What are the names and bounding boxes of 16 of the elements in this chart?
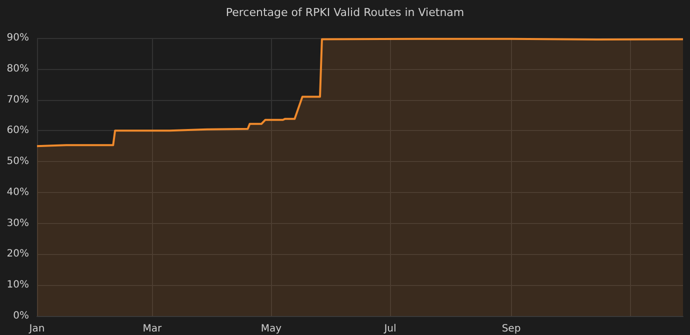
y-tick-label: 30% [6, 218, 29, 229]
x-tick-label: Mar [142, 324, 162, 334]
y-tick-label: 10% [6, 280, 29, 291]
x-tick-label: Sep [502, 324, 521, 334]
y-tick-label: 90% [6, 32, 29, 44]
x-tick-label: May [260, 324, 282, 334]
y-tick-label: 20% [6, 248, 29, 260]
x-tick-label: Jan [28, 324, 45, 334]
y-tick-label: 70% [6, 94, 29, 106]
y-tick-label: 60% [6, 125, 29, 136]
x-tick-label: Jul [383, 324, 396, 334]
y-tick-label: 0% [13, 310, 29, 322]
y-tick-label: 40% [6, 186, 29, 198]
y-tick-label: 50% [6, 156, 29, 168]
y-tick-label: 80% [6, 63, 29, 74]
chart-title: Percentage of RPKI Valid Routes in Vietnam [226, 6, 464, 19]
